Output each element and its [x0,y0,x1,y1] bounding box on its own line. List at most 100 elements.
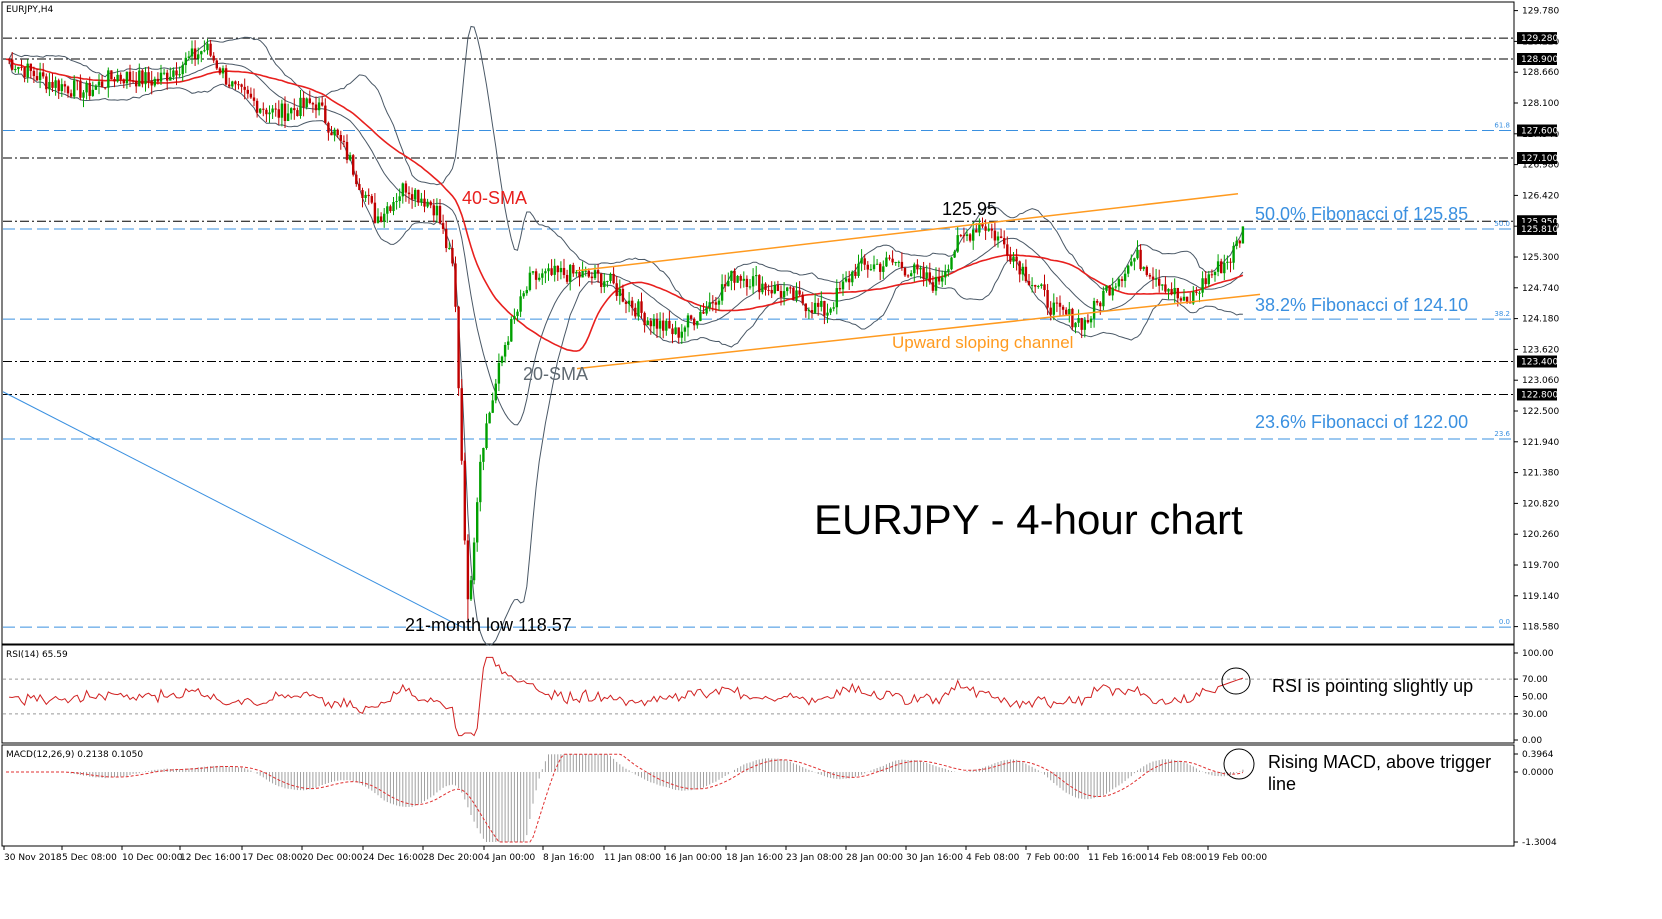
candle-body [705,307,708,314]
candle-body [141,70,144,85]
candle-body [333,129,336,136]
candle-body [1127,265,1130,274]
candle-body [42,72,45,77]
candle-body [417,189,420,203]
y-tick-label: 125.300 [1522,253,1559,263]
candle-body [392,202,395,212]
candle-body [1216,261,1220,272]
price-level-box-label: 122.800 [1521,391,1558,401]
candle-body [1161,284,1164,286]
y-tick-label: 119.700 [1522,561,1559,571]
candle-body [494,383,497,401]
candle-body [398,196,401,202]
candle-body [528,272,532,290]
candle-body [60,84,63,92]
bollinger-upper [5,25,1244,312]
candle-body [122,79,125,84]
price-level-box-label: 127.600 [1521,127,1558,137]
candle-body [665,320,668,331]
candle-body [559,267,563,273]
candle-body [231,81,234,87]
candle-body [485,423,488,448]
candle-body [835,288,838,308]
moving-averages [5,58,1244,352]
candle-body [314,104,318,111]
candle-body [448,247,451,249]
candle-body [243,86,246,90]
x-tick-label: 7 Feb 00:00 [1026,853,1080,863]
candle-body [107,70,110,88]
candle-body [1037,286,1040,288]
candle-body [996,236,1000,241]
y-tick-label: 121.940 [1522,438,1559,448]
candle-body [906,275,910,277]
candle-body [751,276,755,287]
candle-body [513,316,516,319]
candle-body [488,412,491,424]
candle-body [91,89,94,96]
candle-body [615,283,618,296]
candle-body [578,271,581,278]
candle-body [848,278,851,283]
candle-body [801,294,804,304]
candle-body [950,257,953,270]
sma40-line [5,58,1244,352]
candle-body [1024,266,1028,282]
candle-body [637,301,640,317]
candle-body [593,270,597,279]
macd-highlight-circle [1223,748,1255,780]
candle-body [1148,274,1152,277]
candle-body [655,318,659,329]
candle-body [1167,288,1170,292]
candle-body [404,183,408,193]
candle-body [379,216,383,222]
candle-body [1030,285,1034,287]
candle-body [730,270,733,281]
candle-body [987,228,990,231]
candle-body [1071,308,1074,328]
candle-body [764,283,767,290]
candle-body [590,276,594,279]
candle-body [268,112,271,115]
price-level-box-label: 129.280 [1521,34,1558,44]
candle-body [361,190,364,199]
y-tick-label: 126.420 [1522,191,1559,201]
candle-body [547,268,550,272]
candle-body [1223,262,1226,274]
candle-body [466,540,470,600]
candle-body [776,285,780,291]
candle-body [482,447,485,462]
candle-body [556,265,559,273]
candle-body [11,59,14,70]
fib50-annotation: 50.0% Fibonacci of 125.85 [1255,204,1468,224]
candle-body [733,270,736,283]
candle-body [606,280,609,282]
candle-body [476,502,479,543]
candle-body [1114,286,1117,288]
candle-body [900,261,904,268]
candle-body [150,80,153,86]
fib382-annotation: 38.2% Fibonacci of 124.10 [1255,295,1468,315]
candle-body [745,278,749,288]
candle-body [1065,309,1068,315]
candle-body [910,273,913,277]
candle-body [389,206,392,212]
candle-body [237,84,240,86]
candle-body [813,302,817,313]
candle-body [860,258,863,264]
candle-body [26,63,29,78]
candle-body [711,302,714,304]
x-tick-label: 8 Jan 16:00 [543,853,595,863]
rsi-tick-label: 70.00 [1522,675,1548,685]
candle-body [339,134,342,141]
candle-body [1040,284,1043,287]
fib-ratio-label: 23.6 [1494,430,1510,438]
candle-body [94,85,98,90]
candle-body [1049,307,1052,315]
candle-body [618,288,621,296]
channel-upper-line [576,193,1239,272]
candle-body [621,288,625,302]
candle-body [646,320,649,326]
candle-body [311,103,315,105]
rsi-note: RSI is pointing slightly up [1272,676,1473,696]
